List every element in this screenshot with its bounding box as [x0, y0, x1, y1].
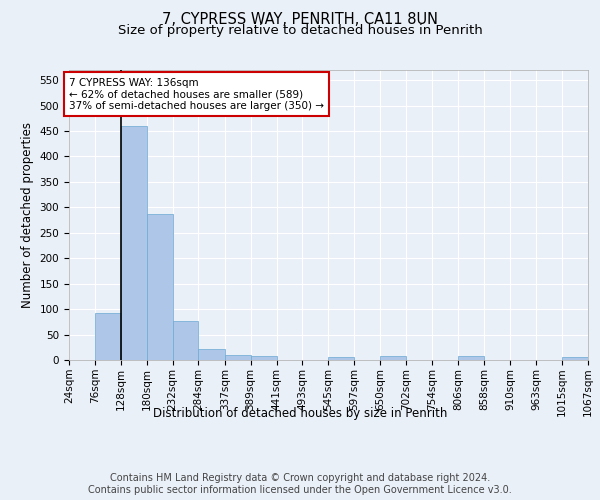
Bar	[328, 357, 354, 360]
Bar	[251, 356, 277, 360]
Text: Contains HM Land Registry data © Crown copyright and database right 2024.
Contai: Contains HM Land Registry data © Crown c…	[88, 474, 512, 495]
Bar	[173, 321, 199, 360]
Bar	[146, 214, 173, 360]
Text: 7 CYPRESS WAY: 136sqm
← 62% of detached houses are smaller (589)
37% of semi-det: 7 CYPRESS WAY: 136sqm ← 62% of detached …	[69, 78, 324, 111]
Bar	[380, 356, 406, 360]
Bar	[225, 355, 251, 360]
Text: Distribution of detached houses by size in Penrith: Distribution of detached houses by size …	[153, 408, 447, 420]
Bar	[199, 349, 225, 360]
Text: 7, CYPRESS WAY, PENRITH, CA11 8UN: 7, CYPRESS WAY, PENRITH, CA11 8UN	[162, 12, 438, 28]
Text: Size of property relative to detached houses in Penrith: Size of property relative to detached ho…	[118, 24, 482, 37]
Bar	[458, 356, 484, 360]
Y-axis label: Number of detached properties: Number of detached properties	[21, 122, 34, 308]
Bar	[562, 357, 588, 360]
Bar	[95, 313, 121, 360]
Bar	[121, 126, 146, 360]
